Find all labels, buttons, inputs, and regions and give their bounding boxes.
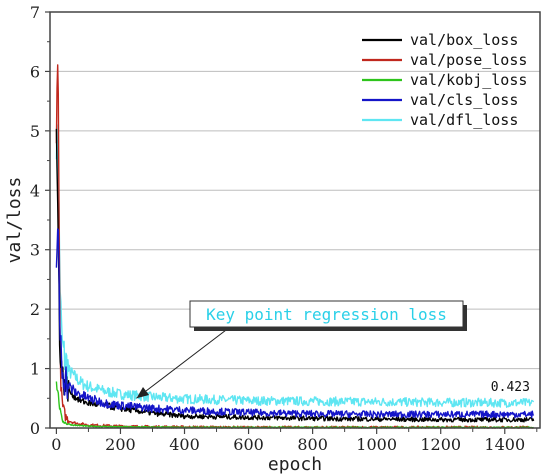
x-tick-label: 400 [169,435,200,454]
y-tick-label: 3 [30,241,40,260]
y-axis-title: val/loss [4,177,25,264]
series-line-val-cls-loss [55,228,535,419]
x-tick-label: 600 [233,435,264,454]
x-axis-title: epoch [268,454,322,475]
annotation-text: Key point regression loss [206,305,447,324]
series-line-val-pose-loss [55,64,534,429]
y-tick-label: 4 [30,181,40,200]
x-tick-label: 1200 [420,435,461,454]
y-tick-label: 5 [30,122,40,141]
y-tick-label: 2 [30,300,40,319]
annotation: Key point regression loss 0.423 [136,300,530,399]
x-tick-label: 1400 [484,435,525,454]
annotation-arrow-head [136,387,149,399]
series-line-val-box-loss [55,128,535,423]
y-tick-label: 0 [30,419,40,438]
annotation-arrow-line [136,326,231,399]
legend-label: val/dfl_loss [410,111,518,129]
axis-ticks: 0 1 2 3 4 5 6 7 0 200 400 600 800 1000 1200 1400 [30,3,538,454]
legend: val/box_loss val/pose_loss val/kobj_lossva… [362,31,527,129]
series-line-val-dfl-loss [55,124,535,408]
legend-label: val/pose_loss [410,51,527,69]
final-value-label: 0.423 [491,380,530,395]
legend-label: val/cls_loss [410,91,518,109]
y-tick-label: 6 [30,62,40,81]
x-tick-label: 0 [51,435,61,454]
legend-label: val/kobj_loss [410,71,527,89]
x-tick-label: 1000 [356,435,397,454]
legend-label: val/box_loss [410,31,518,49]
x-tick-label: 800 [297,435,328,454]
y-tick-label: 7 [30,3,40,22]
annotation-box [189,300,464,328]
y-tick-label: 1 [30,360,40,379]
x-tick-label: 200 [105,435,136,454]
